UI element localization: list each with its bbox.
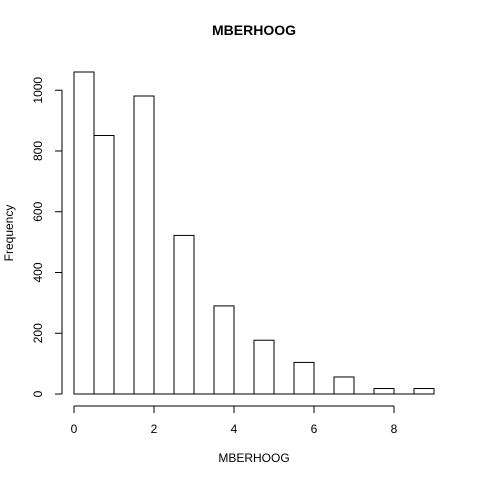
histogram-bar [214,306,234,394]
y-tick-label: 200 [31,323,45,343]
histogram-bar [174,235,194,394]
histogram-bar [254,340,274,394]
histogram-bar [94,135,114,394]
y-tick-label: 600 [31,201,45,221]
y-tick-label: 1000 [31,77,45,104]
y-axis: 0 200 400 600 800 1000 [31,77,62,398]
histogram-bar [294,362,314,394]
x-axis: 0 2 4 6 8 [71,406,398,436]
y-tick-label: 800 [31,141,45,161]
chart-title: MBERHOOG [212,22,296,38]
histogram-bar [374,389,394,394]
histogram-bar [414,389,434,394]
x-axis-label: MBERHOOG [218,451,289,465]
histogram-bar [74,72,94,394]
y-tick-label: 400 [31,262,45,282]
y-tick-label: 0 [31,390,45,397]
x-tick-label: 4 [231,422,238,436]
x-tick-label: 8 [391,422,398,436]
histogram-bar [334,377,354,394]
x-tick-label: 6 [311,422,318,436]
bars-group [74,72,434,394]
y-axis-label: Frequency [2,205,16,262]
histogram-bar [134,96,154,394]
x-tick-label: 0 [71,422,78,436]
x-tick-label: 2 [151,422,158,436]
